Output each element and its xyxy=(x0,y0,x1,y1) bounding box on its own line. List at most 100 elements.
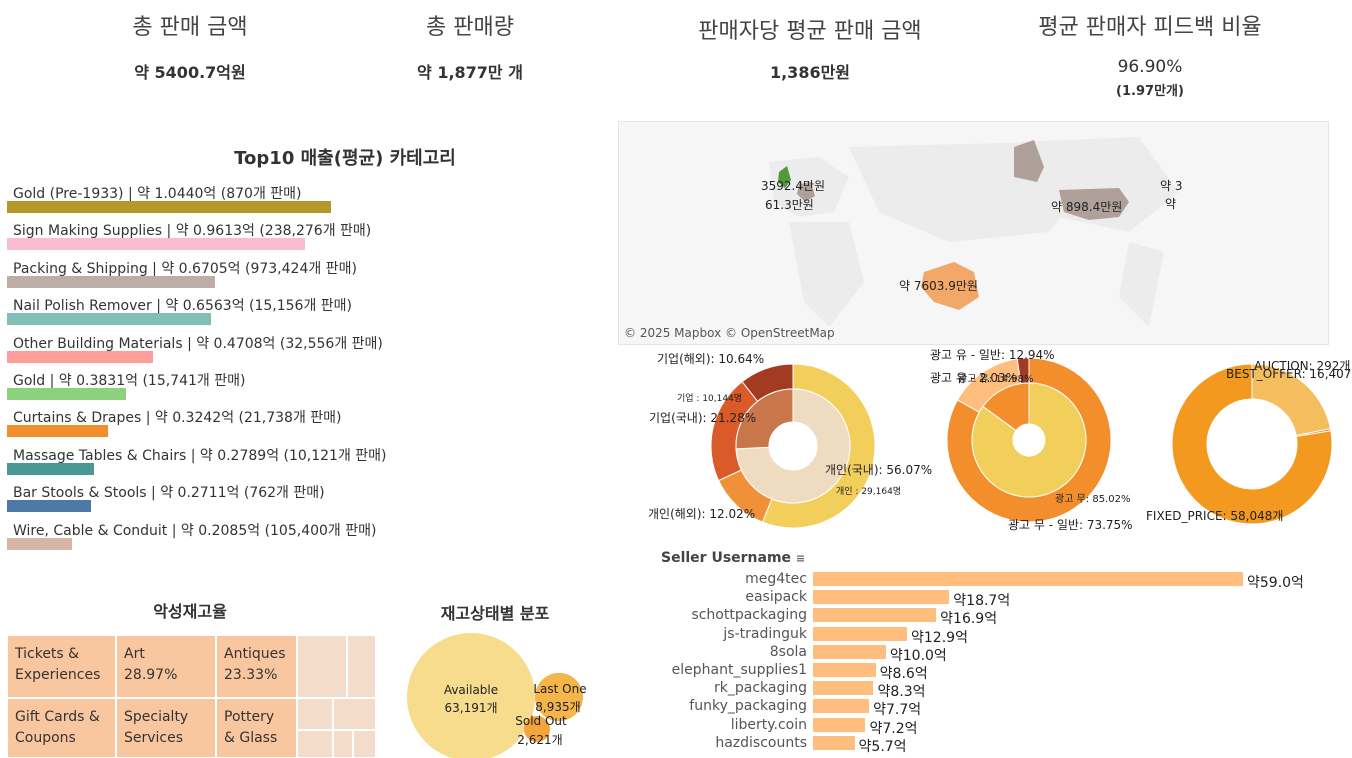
bubble-label: Last One xyxy=(533,682,586,696)
kpi-avg-seller-title: 판매자당 평균 판매 금액 xyxy=(698,19,922,44)
kpi-total-volume-value: 약 1,877만 개 xyxy=(417,63,523,82)
seller-value-label: 약16.9억 xyxy=(940,611,998,628)
donut1-inner-label: 개인 : 29,164명 xyxy=(836,486,901,497)
map-label-east2: 약 xyxy=(1165,196,1176,211)
treemap-cell-minor[interactable] xyxy=(353,730,376,758)
top10-bar-label: Wire, Cable & Conduit | 약 0.2085억 (105,4… xyxy=(13,522,377,539)
top10-bar[interactable] xyxy=(7,201,331,213)
top10-bar[interactable] xyxy=(7,537,72,550)
seller-name[interactable]: meg4tec xyxy=(745,571,807,587)
top10-bar[interactable] xyxy=(7,350,154,363)
top10-bar[interactable] xyxy=(7,313,211,326)
donut1-inner-slice[interactable] xyxy=(735,388,794,450)
map-land-northamerica xyxy=(1019,137,1179,232)
kpi-avg-seller-value: 1,386만원 xyxy=(769,63,851,82)
top10-bar[interactable] xyxy=(7,238,306,251)
seller-name[interactable]: liberty.coin xyxy=(730,716,807,733)
bubble-last-one[interactable] xyxy=(534,672,584,722)
seller-bar[interactable] xyxy=(813,699,870,714)
seller-name[interactable]: schottpackaging xyxy=(691,607,807,624)
treemap-cell-antiques[interactable]: Antiques 23.33% xyxy=(216,635,297,698)
map-label-uk: 3592.4만원 xyxy=(761,179,825,193)
seller-bar[interactable] xyxy=(813,590,950,605)
map-country-germany xyxy=(797,182,815,202)
bubble-label: Sold Out xyxy=(515,714,567,728)
top10-bar[interactable] xyxy=(7,275,216,288)
top10-bar[interactable] xyxy=(7,462,94,475)
seller-bar[interactable] xyxy=(813,626,908,641)
donut2-inner-slice[interactable] xyxy=(982,382,1030,432)
treemap-cell-minor[interactable] xyxy=(297,730,333,758)
donut1-inner-label: 기업 : 10,144명 xyxy=(677,393,742,404)
top10-bar[interactable] xyxy=(7,388,126,400)
map-attribution[interactable]: © 2025 Mapbox © OpenStreetMap xyxy=(624,326,835,340)
seller-name[interactable]: easipack xyxy=(745,589,807,606)
bubble-available[interactable] xyxy=(407,633,535,758)
map-land-africa xyxy=(789,222,864,327)
donut2-inner-slice[interactable] xyxy=(971,382,1087,498)
top10-bar-label: Gold | 약 0.3831억 (15,741개 판매) xyxy=(13,373,246,389)
kpi-total-volume-title: 총 판매량 xyxy=(426,15,514,40)
top10-bar-label: Curtains & Drapes | 약 0.3242억 (21,738개 판… xyxy=(13,410,342,427)
donut3-slice[interactable] xyxy=(1171,363,1333,525)
seller-bar[interactable] xyxy=(813,608,937,623)
donut3-label: BEST_OFFER: 16,407개 xyxy=(1226,367,1352,381)
donut1-inner-slice[interactable] xyxy=(735,388,851,504)
donut2-inner-label: 광고 무: 85.02% xyxy=(1055,493,1130,505)
seller-bar[interactable] xyxy=(813,735,855,750)
seller-bar[interactable] xyxy=(813,644,886,659)
treemap-cell-art[interactable]: Art 28.97% xyxy=(116,635,216,698)
seller-value-label: 약18.7억 xyxy=(953,593,1011,610)
treemap-cell-minor[interactable] xyxy=(297,698,333,730)
seller-value-label: 약5.7억 xyxy=(858,738,907,755)
treemap-cell-tickets[interactable]: Tickets & Experiences xyxy=(7,635,116,698)
bubble-title: 재고상태별 분포 xyxy=(440,604,550,623)
donut2-inner-label: 광고 유: 14.98% xyxy=(958,373,1033,385)
map-country-uk xyxy=(778,166,791,188)
seller-name[interactable]: elephant_supplies1 xyxy=(671,662,807,678)
donut2-label: 광고 유 - 일반: 12.94% xyxy=(930,348,1055,362)
bubble-label: Available xyxy=(444,683,498,697)
map-land-southamerica xyxy=(1119,242,1164,327)
top10-bar-label: Bar Stools & Stools | 약 0.2711억 (762개 판매… xyxy=(13,485,325,502)
seller-bar[interactable] xyxy=(813,681,874,696)
seller-name[interactable]: funky_packaging xyxy=(689,698,807,715)
treemap-cell-pottery[interactable]: Pottery & Glass xyxy=(216,698,297,758)
treemap-cell-specialty[interactable]: Specialty Services xyxy=(116,698,216,758)
treemap-cell-minor[interactable] xyxy=(333,730,353,758)
map-country-usa xyxy=(1059,188,1129,220)
top10-bar[interactable] xyxy=(7,425,108,438)
treemap-cell-minor[interactable] xyxy=(347,635,376,698)
seller-name[interactable]: hazdiscounts xyxy=(715,734,807,751)
treemap-cell-minor[interactable] xyxy=(297,635,347,698)
bubble-sold-out[interactable] xyxy=(523,715,551,743)
seller-bar[interactable] xyxy=(813,572,1243,586)
seller-name[interactable]: js-tradinguk xyxy=(723,625,807,642)
seller-bar[interactable] xyxy=(813,717,866,732)
treemap-cell-minor[interactable] xyxy=(333,698,376,730)
bubble-value: 63,191개 xyxy=(444,701,497,715)
seller-name[interactable]: 8sola xyxy=(769,643,807,660)
top10-bar[interactable] xyxy=(7,500,92,513)
treemap-cell-label: Tickets & Experiences xyxy=(15,646,101,683)
sort-icon[interactable]: ≡ xyxy=(795,552,806,565)
seller-bar[interactable] xyxy=(813,663,876,677)
treemap-cell-value: 28.97% xyxy=(124,667,178,683)
seller-value-label: 약7.7억 xyxy=(873,702,922,719)
seller-value-label: 약59.0억 xyxy=(1247,575,1304,591)
kpi-total-sales-title: 총 판매 금액 xyxy=(132,15,248,40)
seller-value-label: 약8.3억 xyxy=(877,684,926,701)
top10-bar-label: Massage Tables & Chairs | 약 0.2789억 (10,… xyxy=(13,447,387,464)
kpi-total-sales-value: 약 5400.7억원 xyxy=(134,63,246,82)
treemap-cell-label: Gift Cards & Coupons xyxy=(15,709,100,746)
map-country-australia xyxy=(921,262,979,310)
donut1-label: 기업(국내): 21.28% xyxy=(649,411,756,425)
seller-name[interactable]: rk_packaging xyxy=(713,680,807,697)
donut2-label: 광고 무 - 일반: 73.75% xyxy=(1008,518,1133,532)
seller-header[interactable]: Seller Username ≡ xyxy=(661,550,805,566)
world-map[interactable]: 약 898.4만원 약 7603.9만원 3592.4만원 61.3만원 약 3… xyxy=(618,121,1329,345)
treemap-cell-gift-cards[interactable]: Gift Cards & Coupons xyxy=(7,698,116,758)
kpi-feedback-value: 96.90% xyxy=(1117,57,1183,77)
